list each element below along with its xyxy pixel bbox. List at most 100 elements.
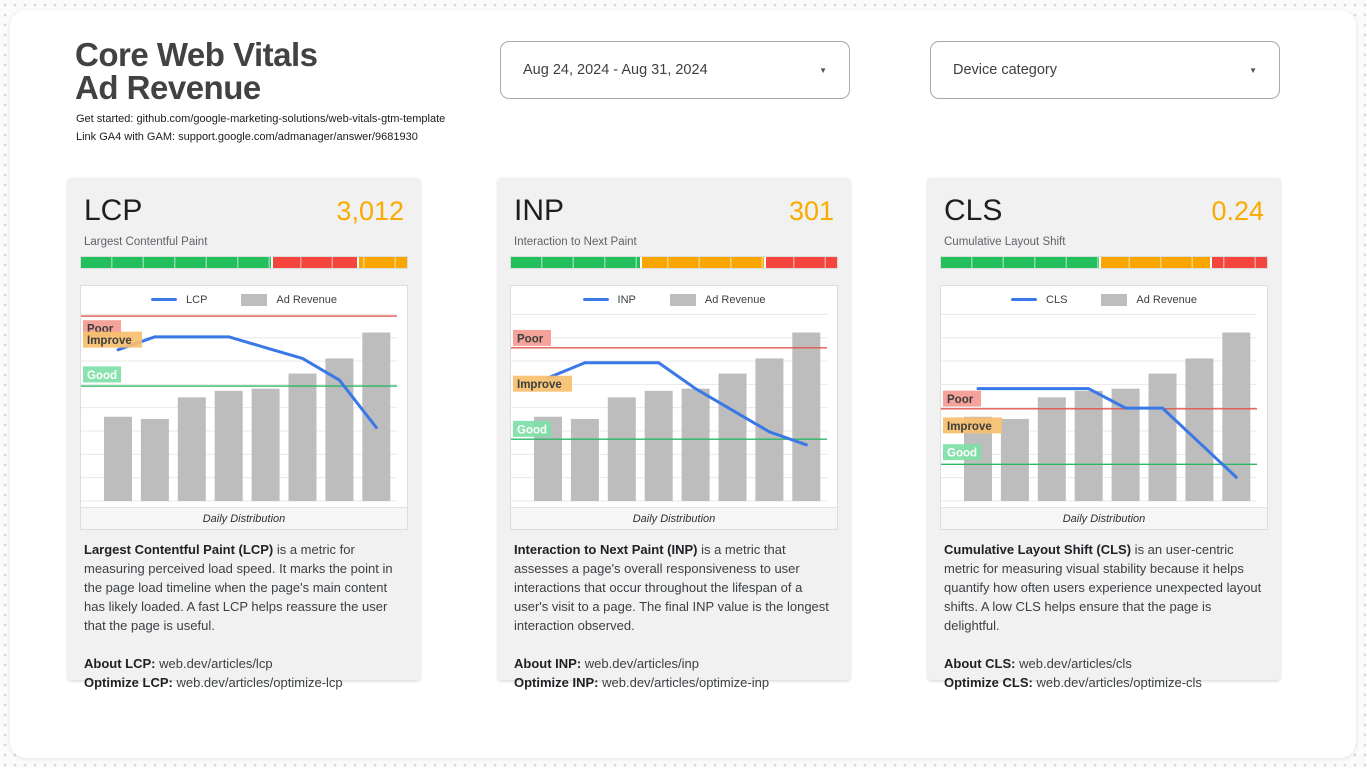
threshold-segment-red (1212, 257, 1268, 268)
metric-description: Cumulative Layout Shift (CLS) is an user… (944, 540, 1267, 692)
ad-revenue-bar (140, 418, 169, 501)
threshold-distribution-bar (80, 256, 408, 269)
chart-caption: Daily Distribution (941, 507, 1267, 529)
ad-revenue-bar (288, 373, 317, 501)
line-series-swatch (582, 298, 609, 301)
metric-value: 3,012 (336, 196, 404, 226)
threshold-segment-orange (1100, 257, 1211, 268)
report-canvas: Core Web Vitals Ad Revenue Get started: … (10, 10, 1356, 758)
description-lead: Interaction to Next Paint (INP) (514, 542, 698, 557)
threshold-chip-label: Good (87, 370, 117, 382)
date-range-dropdown[interactable]: Aug 24, 2024 - Aug 31, 2024 ▼ (500, 41, 850, 99)
device-category-dropdown[interactable]: Device category ▼ (930, 41, 1280, 99)
chart-panel: LCP Ad Revenue Poor Improve Good Daily Dis… (80, 285, 408, 530)
about-line: About CLS: web.dev/articles/cls (944, 656, 1132, 671)
threshold-chip-good (83, 366, 121, 383)
threshold-segment-green (81, 257, 271, 268)
optimize-line: Optimize INP: web.dev/articles/optimize-… (514, 675, 770, 690)
threshold-segment-orange (641, 257, 765, 268)
threshold-segment-green (511, 257, 640, 268)
threshold-segment-red (272, 257, 357, 268)
chart-caption: Daily Distribution (81, 507, 407, 529)
ad-revenue-bar (104, 416, 132, 501)
optimize-line: Optimize LCP: web.dev/articles/optimize-… (84, 675, 343, 690)
ad-revenue-bar (177, 397, 206, 501)
threshold-distribution-bar (940, 256, 1268, 269)
page-title: Core Web Vitals Ad Revenue (75, 38, 318, 104)
legend-bar-label: Ad Revenue (1136, 293, 1197, 306)
threshold-chip-good (943, 444, 981, 461)
about-url-text: web.dev/articles/lcp (159, 656, 273, 671)
metric-value: 301 (788, 196, 834, 226)
metric-value: 0.24 (1211, 196, 1264, 226)
ad-revenue-bar (792, 332, 821, 501)
page-title-line1: Core Web Vitals (75, 36, 318, 73)
bar-series-swatch (1101, 293, 1128, 306)
description-text: is a metric that assesses a page's overa… (514, 542, 829, 633)
page-links: Get started: github.com/google-marketing… (76, 110, 445, 146)
metric-trend-line (546, 361, 808, 447)
metric-subtitle: Cumulative Layout Shift (944, 236, 1066, 248)
ad-revenue-bar (1000, 418, 1029, 501)
chart-panel: INP Ad Revenue Poor Improve Good Daily Dis… (510, 285, 838, 530)
description-lead: Cumulative Layout Shift (CLS) (944, 542, 1132, 557)
ad-revenue-bar (644, 390, 673, 501)
threshold-chip-label: Poor (947, 394, 974, 406)
ad-revenue-bar (1074, 390, 1103, 501)
ad-revenue-bar (1037, 397, 1066, 501)
metric-trend-line (116, 335, 378, 430)
ad-revenue-bar (251, 388, 280, 501)
metric-card-inp: INP 301 Interaction to Next Paint INP Ad… (498, 178, 850, 690)
ad-revenue-bar (214, 390, 243, 501)
metric-description: Largest Contentful Paint (LCP) is a metr… (84, 540, 407, 692)
metric-trend-line (976, 387, 1238, 479)
threshold-segment-red (766, 257, 837, 268)
page-title-line2: Ad Revenue (75, 69, 261, 106)
line-series-swatch (151, 298, 178, 301)
legend-line-label: CLS (1046, 293, 1068, 306)
get-started-link-text: Get started: github.com/google-marketing… (76, 113, 446, 125)
ad-revenue-bar (1222, 332, 1251, 501)
about-line: About LCP: web.dev/articles/lcp (84, 656, 273, 671)
threshold-chip-label: Improve (517, 379, 562, 391)
chart-panel: CLS Ad Revenue Poor Improve Good Daily Dis… (940, 285, 1268, 530)
threshold-segment-green (941, 257, 1099, 268)
bar-series-swatch (241, 293, 268, 306)
date-range-value: Aug 24, 2024 - Aug 31, 2024 (523, 62, 708, 78)
optimize-url-text: web.dev/articles/optimize-lcp (176, 675, 343, 690)
chart-caption: Daily Distribution (511, 507, 837, 529)
about-line: About INP: web.dev/articles/inp (514, 656, 699, 671)
metric-name: CLS (944, 194, 1003, 227)
bar-series-swatch (669, 293, 696, 306)
metric-name: LCP (84, 194, 143, 227)
ad-revenue-bar (755, 358, 784, 501)
threshold-chip-poor (513, 329, 551, 346)
ad-revenue-bar (607, 397, 636, 501)
threshold-chip-label: Good (947, 448, 977, 460)
chart-legend: LCP Ad Revenue (81, 286, 407, 313)
link-ga4-gam-text: Link GA4 with GAM: support.google.com/ad… (76, 131, 418, 143)
chevron-down-icon: ▼ (819, 65, 827, 75)
about-url-text: web.dev/articles/inp (584, 656, 699, 671)
ad-revenue-bar (718, 373, 747, 501)
line-series-swatch (1011, 298, 1038, 301)
metric-subtitle: Interaction to Next Paint (514, 236, 637, 248)
chevron-down-icon: ▼ (1249, 65, 1257, 75)
ad-revenue-bar (570, 418, 599, 501)
optimize-line: Optimize CLS: web.dev/articles/optimize-… (944, 675, 1202, 690)
metric-subtitle: Largest Contentful Paint (84, 236, 208, 248)
about-url-text: web.dev/articles/cls (1019, 656, 1132, 671)
threshold-chip-good (513, 420, 551, 437)
metric-card-lcp: LCP 3,012 Largest Contentful Paint LCP A… (68, 178, 420, 690)
threshold-segment-orange (358, 257, 407, 268)
metric-description: Interaction to Next Paint (INP) is a met… (514, 540, 837, 692)
threshold-distribution-bar (510, 256, 838, 269)
legend-bar-label: Ad Revenue (276, 293, 337, 306)
description-text: is a metric for measuring perceived load… (84, 542, 393, 633)
threshold-chip-improve (943, 417, 1002, 434)
chart-legend: INP Ad Revenue (511, 286, 837, 313)
threshold-chip-poor (943, 390, 981, 407)
threshold-chip-improve (83, 331, 142, 348)
legend-line-label: LCP (186, 293, 208, 306)
